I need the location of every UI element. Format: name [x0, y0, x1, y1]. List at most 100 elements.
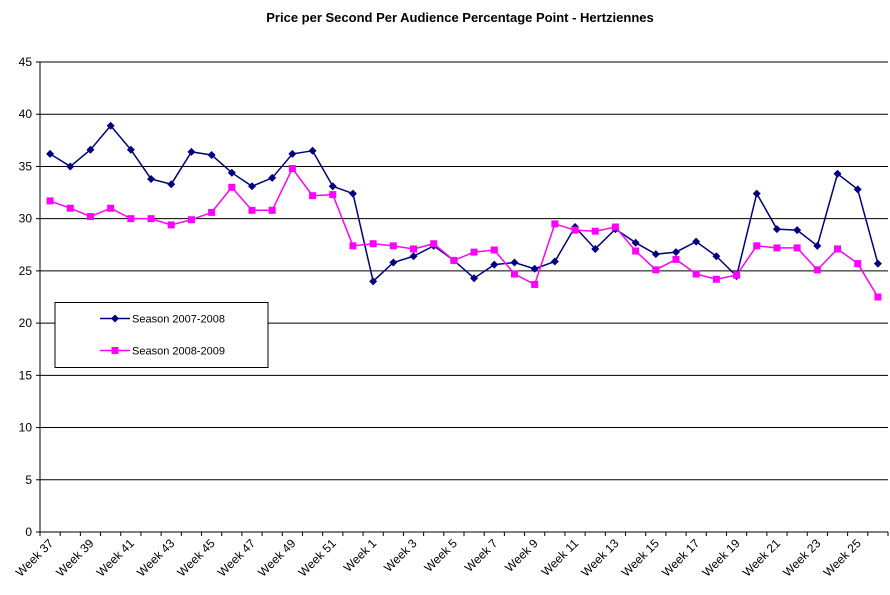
marker [268, 206, 276, 214]
marker [409, 252, 418, 261]
marker [167, 180, 176, 189]
marker [167, 221, 175, 229]
marker [107, 204, 115, 212]
marker [772, 225, 781, 234]
marker [712, 275, 720, 283]
marker [753, 242, 761, 250]
marker [147, 215, 155, 223]
series-line [49, 167, 879, 298]
x-tick-label: Week 21 [740, 536, 783, 579]
marker [470, 274, 479, 283]
marker [510, 258, 519, 267]
y-tick-label: 10 [19, 421, 33, 435]
y-tick-label: 15 [19, 368, 33, 382]
marker [632, 247, 640, 255]
y-tick-label: 20 [19, 316, 33, 330]
x-tick-label: Week 25 [821, 536, 864, 579]
marker [490, 246, 498, 254]
x-tick-label: Week 47 [215, 536, 258, 579]
marker [111, 347, 119, 354]
marker [348, 189, 357, 198]
x-tick-label: Week 43 [134, 536, 177, 579]
marker [813, 266, 821, 274]
marker [430, 240, 438, 248]
y-tick-label: 30 [19, 212, 33, 226]
marker [733, 271, 741, 279]
marker [187, 147, 196, 156]
marker [551, 220, 559, 228]
x-tick-label: Week 41 [94, 536, 137, 579]
marker [248, 206, 256, 214]
marker [46, 197, 54, 205]
marker [106, 121, 115, 130]
y-tick-label: 5 [25, 473, 32, 487]
y-tick-label: 45 [19, 55, 33, 69]
x-tick-label: Week 3 [381, 536, 420, 575]
marker [874, 293, 882, 301]
x-tick-label: Week 11 [539, 536, 582, 579]
marker [652, 266, 660, 274]
legend-box [54, 302, 269, 368]
marker [187, 216, 195, 224]
marker [631, 238, 640, 247]
marker [530, 264, 539, 273]
marker [147, 174, 156, 183]
marker [308, 146, 317, 155]
marker [692, 270, 700, 278]
marker [470, 248, 478, 256]
marker [834, 245, 842, 253]
marker [531, 280, 539, 288]
marker [793, 244, 801, 252]
y-tick-label: 25 [19, 264, 33, 278]
chart-title: Price per Second Per Audience Percentage… [266, 10, 653, 25]
x-tick-label: Week 5 [422, 536, 461, 575]
x-tick-label: Week 23 [780, 536, 823, 579]
marker [227, 168, 236, 177]
marker [389, 258, 398, 267]
marker [873, 259, 882, 268]
x-tick-label: Week 13 [578, 536, 621, 579]
x-tick-label: Week 19 [699, 536, 742, 579]
marker [773, 244, 781, 252]
marker [490, 260, 499, 269]
marker [369, 240, 377, 248]
marker [126, 145, 135, 154]
y-tick-label: 35 [19, 159, 33, 173]
marker [46, 149, 55, 158]
marker [288, 165, 296, 173]
marker [288, 149, 297, 158]
marker [66, 162, 75, 171]
marker [410, 245, 418, 253]
marker [268, 173, 277, 182]
marker [228, 183, 236, 191]
marker [752, 189, 761, 198]
marker [369, 277, 378, 286]
marker [248, 182, 256, 191]
legend-label: Season 2007-2008 [132, 314, 225, 326]
x-tick-label: Week 1 [341, 536, 380, 575]
marker [793, 226, 802, 235]
marker [672, 255, 680, 263]
legend: Season 2007-2008 Season 2008-2009 [54, 302, 269, 368]
marker [813, 241, 822, 250]
marker [591, 227, 599, 235]
marker [510, 270, 518, 278]
x-tick-label: Week 49 [255, 536, 298, 579]
y-tick-label: 0 [25, 525, 32, 539]
marker [571, 226, 579, 234]
marker [86, 145, 95, 154]
x-tick-label: Week 39 [53, 536, 96, 579]
marker [611, 223, 619, 231]
marker [550, 257, 559, 266]
marker [66, 204, 74, 212]
marker [207, 150, 216, 159]
x-tick-label: Week 37 [13, 536, 56, 579]
x-tick-label: Week 15 [619, 536, 662, 579]
marker [591, 244, 600, 253]
x-tick-label: Week 51 [296, 536, 339, 579]
x-tick-label: Week 45 [175, 536, 218, 579]
legend-label: Season 2008-2009 [132, 346, 225, 358]
marker [692, 237, 701, 246]
marker [127, 215, 135, 223]
